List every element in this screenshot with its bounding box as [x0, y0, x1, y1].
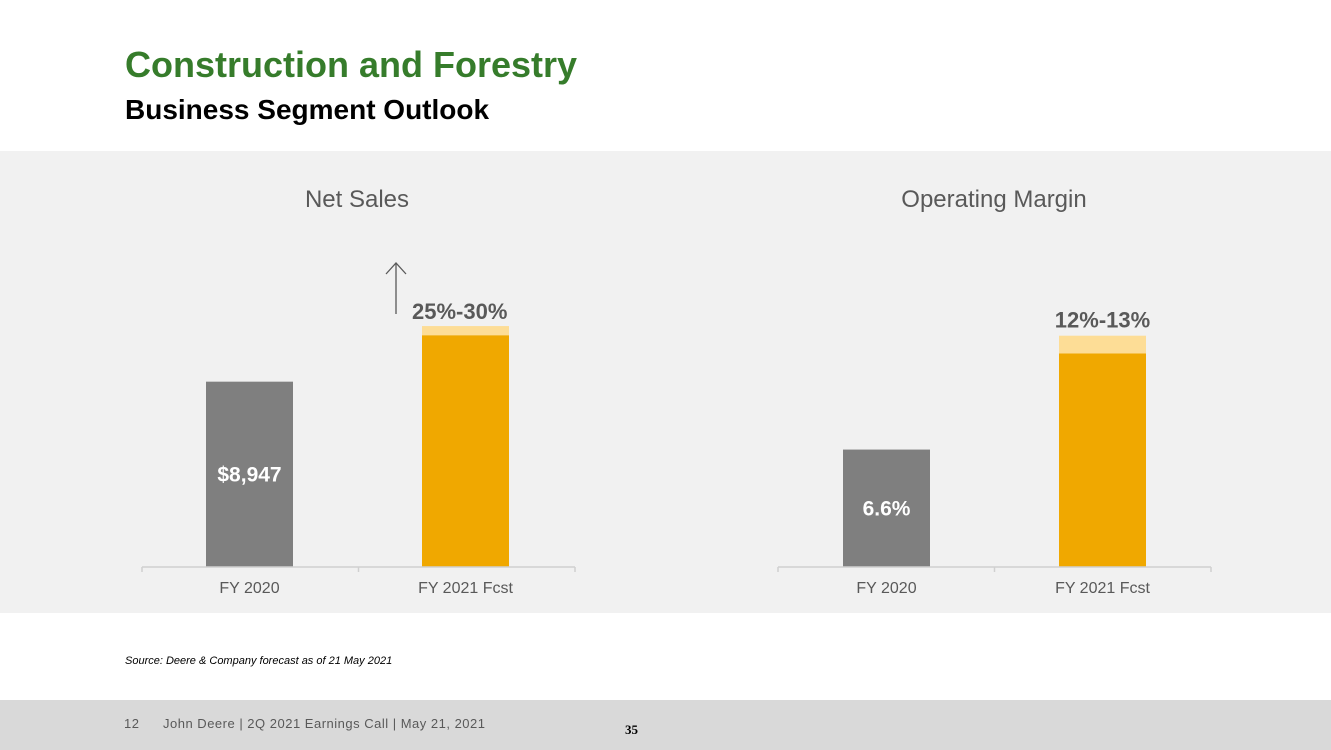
page-title: Construction and Forestry — [125, 44, 578, 85]
up-arrow-head-icon — [385, 262, 407, 275]
chart-panel: Net Sales $8,947 FY 2020 FY 2021 Fcst 25%-30… — [0, 151, 1331, 613]
operating-margin-chart-title: Operating Margin — [901, 186, 1086, 213]
page-subtitle: Business Segment Outlook — [125, 94, 490, 125]
charts-svg: Net Sales $8,947 FY 2020 FY 2021 Fcst 25%-30… — [141, 186, 1212, 597]
page-number: 35 — [625, 722, 638, 737]
source-note: Source: Deere & Company forecast as of 2… — [125, 655, 393, 667]
net-sales-chart-title: Net Sales — [305, 186, 409, 213]
operating-margin-data-label-1: 6.6% — [863, 497, 911, 520]
slide-number: 12 — [124, 716, 140, 731]
net-sales-bar-2 — [422, 335, 509, 567]
net-sales-growth-label: 25%-30% — [412, 299, 507, 324]
net-sales-data-label-1: $8,947 — [217, 463, 281, 486]
net-sales-bar-1 — [206, 381, 293, 567]
footer-text: John Deere | 2Q 2021 Earnings Call | May… — [163, 716, 486, 731]
operating-margin-bar-1 — [843, 449, 930, 567]
operating-margin-bar-2 — [1059, 353, 1146, 567]
operating-margin-tick-label-2: FY 2021 Fcst — [1055, 580, 1150, 597]
net-sales-tick-label-2: FY 2021 Fcst — [418, 580, 513, 597]
operating-margin-tick-label-1: FY 2020 — [856, 580, 916, 597]
footer-bar — [0, 700, 1331, 750]
net-sales-tick-label-1: FY 2020 — [219, 580, 279, 597]
operating-margin-range-label: 12%-13% — [1055, 308, 1150, 333]
operating-margin-range-bar-2 — [1059, 335, 1146, 354]
net-sales-range-bar-2 — [422, 326, 509, 336]
